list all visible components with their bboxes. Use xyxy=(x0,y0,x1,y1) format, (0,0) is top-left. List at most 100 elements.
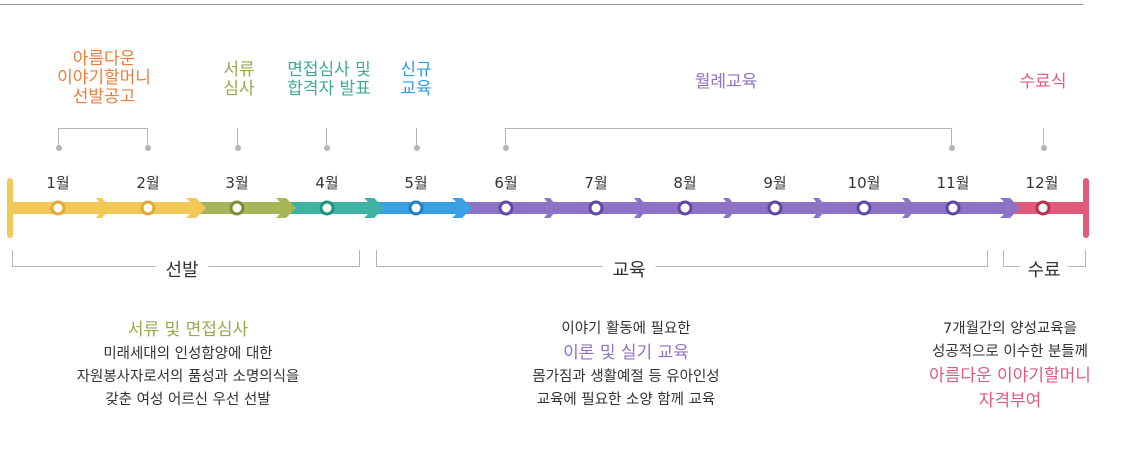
connector-dot xyxy=(234,145,241,151)
phase-completion-ceremony: 수료식 xyxy=(1020,73,1067,92)
phase-line: 면접심사 및 xyxy=(287,60,371,80)
bracket-education-left xyxy=(376,250,377,266)
description-highlight: 서류 및 면접심사 xyxy=(127,320,249,340)
phase-line: 합격자 발표 xyxy=(287,79,371,99)
chevron-arrow xyxy=(813,198,827,218)
phase-line: 서류 xyxy=(223,60,255,80)
month-label-5: 5월 xyxy=(404,174,428,192)
phase-new-education: 신규 교육 xyxy=(400,61,431,99)
connector-dot xyxy=(1040,145,1047,151)
connector-completion xyxy=(1043,128,1044,148)
bracket-selection-right xyxy=(359,250,360,266)
connector-dot xyxy=(413,145,420,151)
bracket-completion-left xyxy=(1003,250,1004,266)
connector-selection-bracket-h xyxy=(58,128,148,129)
month-label-2: 2월 xyxy=(136,174,160,192)
month-label-4: 4월 xyxy=(315,174,339,192)
node-12 xyxy=(1035,200,1051,216)
connector-dot xyxy=(55,145,62,151)
description-education: 이야기 활동에 필요한 이론 및 실기 교육 몸가짐과 생활예절 등 유아인성 … xyxy=(532,318,719,412)
connector-dot xyxy=(144,145,151,151)
month-label-8: 8월 xyxy=(673,174,697,192)
bracket-education-right xyxy=(987,250,988,266)
bracket-selection-left xyxy=(12,250,13,266)
description-line: 교육에 필요한 소양 함께 교육 xyxy=(536,392,716,408)
description-line: 자원봉사자로서의 품성과 소명의식을 xyxy=(76,369,300,385)
phase-document-review: 서류 심사 xyxy=(223,61,254,99)
chevron-arrow xyxy=(544,198,558,218)
phase-line: 아름다운 xyxy=(72,49,136,69)
connector-new-edu xyxy=(416,128,417,148)
phase-interview: 면접심사 및 합격자 발표 xyxy=(287,61,371,99)
chevron-arrow xyxy=(902,198,916,218)
node-1 xyxy=(50,200,66,216)
phase-monthly-education: 월례교육 xyxy=(695,73,758,92)
description-selection: 서류 및 면접심사 미래세대의 인성함양에 대한 자원봉사자로서의 품성과 소명… xyxy=(77,318,300,412)
node-2 xyxy=(140,200,156,216)
chevron-arrow xyxy=(723,198,737,218)
chevron-arrow xyxy=(452,198,472,218)
month-nodes xyxy=(50,200,1051,216)
top-divider xyxy=(0,4,1083,5)
phase-selection-notice: 아름다운 이야기할머니 선발공고 xyxy=(57,50,151,107)
bracket-education-h xyxy=(376,266,988,267)
connector-dot xyxy=(948,145,955,151)
group-label-selection: 선발 xyxy=(155,256,209,282)
chevron-arrow xyxy=(1000,198,1020,218)
phase-line: 수료식 xyxy=(1019,72,1067,92)
bracket-completion-right xyxy=(1085,250,1086,266)
description-line: 이야기 활동에 필요한 xyxy=(561,321,691,337)
connector-monthly-right xyxy=(951,128,952,148)
description-line: 성공적으로 이수한 분들께 xyxy=(932,344,1088,360)
connector-document xyxy=(237,128,238,148)
description-highlight: 아름다운 이야기할머니 xyxy=(929,366,1091,386)
month-label-7: 7월 xyxy=(584,174,608,192)
connector-interview xyxy=(326,128,327,148)
node-5 xyxy=(408,200,424,216)
phase-line: 신규 xyxy=(400,60,432,80)
connector-selection-left xyxy=(58,128,59,148)
connector-dot xyxy=(323,145,330,151)
month-label-12: 12월 xyxy=(1025,174,1059,192)
phase-line: 월례교육 xyxy=(694,72,758,92)
start-cap xyxy=(7,178,13,238)
node-4 xyxy=(319,200,335,216)
phase-line: 선발공고 xyxy=(72,87,136,107)
month-label-1: 1월 xyxy=(46,174,70,192)
timeline-bar xyxy=(7,178,1089,238)
description-line: 갖춘 여성 어르신 우선 선발 xyxy=(105,392,271,408)
chevron-arrow xyxy=(364,198,384,218)
chevron-arrow xyxy=(634,198,648,218)
node-7 xyxy=(588,200,604,216)
description-line: 미래세대의 인성함양에 대한 xyxy=(103,346,273,362)
month-label-6: 6월 xyxy=(494,174,518,192)
connector-dot xyxy=(502,145,509,151)
phase-line: 이야기할머니 xyxy=(57,68,151,88)
phase-line: 교육 xyxy=(400,79,432,99)
segment-monthly xyxy=(464,202,1012,214)
group-label-completion: 수료 xyxy=(1019,256,1069,282)
chevron-arrow xyxy=(96,198,110,218)
node-3 xyxy=(229,200,245,216)
connector-selection-right xyxy=(147,128,148,148)
month-label-3: 3월 xyxy=(225,174,249,192)
description-highlight: 자격부여 xyxy=(978,391,1042,411)
description-completion: 7개월간의 양성교육을 성공적으로 이수한 분들께 아름다운 이야기할머니 자격… xyxy=(929,318,1091,414)
node-6 xyxy=(498,200,514,216)
month-label-10: 10월 xyxy=(847,174,881,192)
phase-line: 심사 xyxy=(223,79,255,99)
node-11 xyxy=(945,200,961,216)
description-line: 7개월간의 양성교육을 xyxy=(943,321,1077,337)
group-label-education: 교육 xyxy=(602,256,656,282)
node-9 xyxy=(767,200,783,216)
month-label-11: 11월 xyxy=(936,174,970,192)
description-line: 몸가짐과 생활예절 등 유아인성 xyxy=(532,369,720,385)
chevrons xyxy=(96,198,1020,218)
node-10 xyxy=(856,200,872,216)
node-8 xyxy=(677,200,693,216)
chevron-arrow xyxy=(186,198,206,218)
connector-monthly-bracket-h xyxy=(505,128,952,129)
month-label-9: 9월 xyxy=(763,174,787,192)
connector-monthly-left xyxy=(505,128,506,148)
end-cap xyxy=(1083,178,1089,238)
